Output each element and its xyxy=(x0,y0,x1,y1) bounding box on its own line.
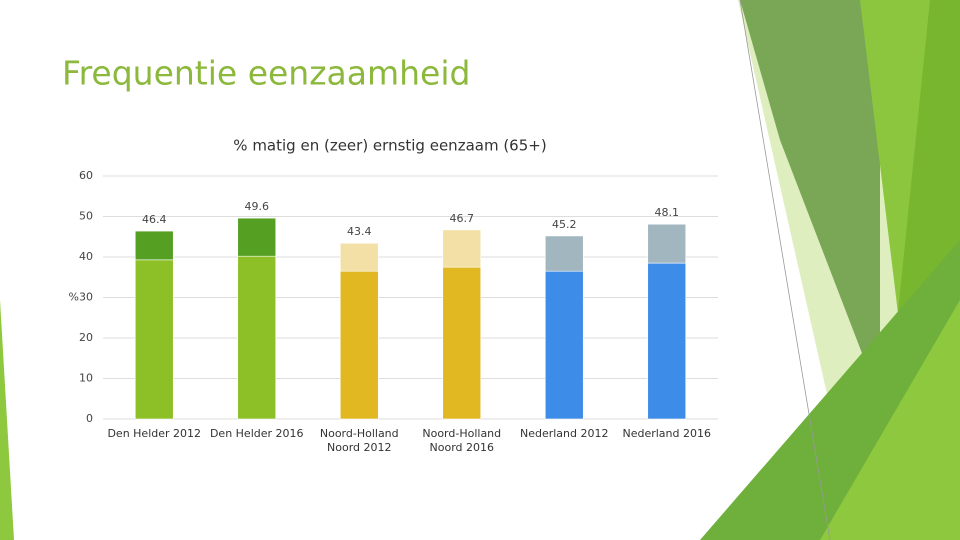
data-label: 46.7 xyxy=(450,212,475,225)
data-label: 43.4 xyxy=(347,225,372,238)
x-tick-label: Nederland 2012 xyxy=(519,427,609,440)
y-tick-label: %30 xyxy=(69,291,93,304)
bar-segment xyxy=(237,217,277,257)
y-tick-label: 60 xyxy=(79,169,93,182)
data-label: 49.6 xyxy=(245,200,270,213)
y-tick-label: 10 xyxy=(79,372,93,385)
bar-segment xyxy=(237,255,277,420)
bar-segment xyxy=(647,223,687,264)
bar-segment xyxy=(544,270,584,420)
bar-segment xyxy=(647,262,687,420)
x-tick-label: Den Helder 2016 xyxy=(209,427,304,440)
bar-segment xyxy=(544,235,584,272)
data-label: 48.1 xyxy=(655,206,680,219)
x-tick-label: Noord-Holland Noord 2012 xyxy=(319,427,399,454)
x-tick-label: Den Helder 2012 xyxy=(107,427,202,440)
y-tick-label: 20 xyxy=(79,331,93,344)
bar-segment xyxy=(339,242,379,272)
bar-segment xyxy=(442,266,482,420)
y-tick-label: 50 xyxy=(79,210,93,223)
data-label: 46.4 xyxy=(142,213,167,226)
chart-title: % matig en (zeer) ernstig eenzaam (65+) xyxy=(233,137,546,155)
slide-title: Frequentie eenzaamheid xyxy=(62,54,470,93)
x-tick-label: Noord-Holland Noord 2016 xyxy=(422,427,502,454)
data-label: 45.2 xyxy=(552,218,577,231)
y-tick-label: 0 xyxy=(86,412,93,425)
bar-segment xyxy=(442,229,482,268)
y-tick-label: 40 xyxy=(79,250,93,263)
bar-segment xyxy=(339,270,379,420)
bar-segment xyxy=(134,230,174,261)
x-tick-label: Nederland 2016 xyxy=(622,427,711,440)
bar-segment xyxy=(134,259,174,420)
